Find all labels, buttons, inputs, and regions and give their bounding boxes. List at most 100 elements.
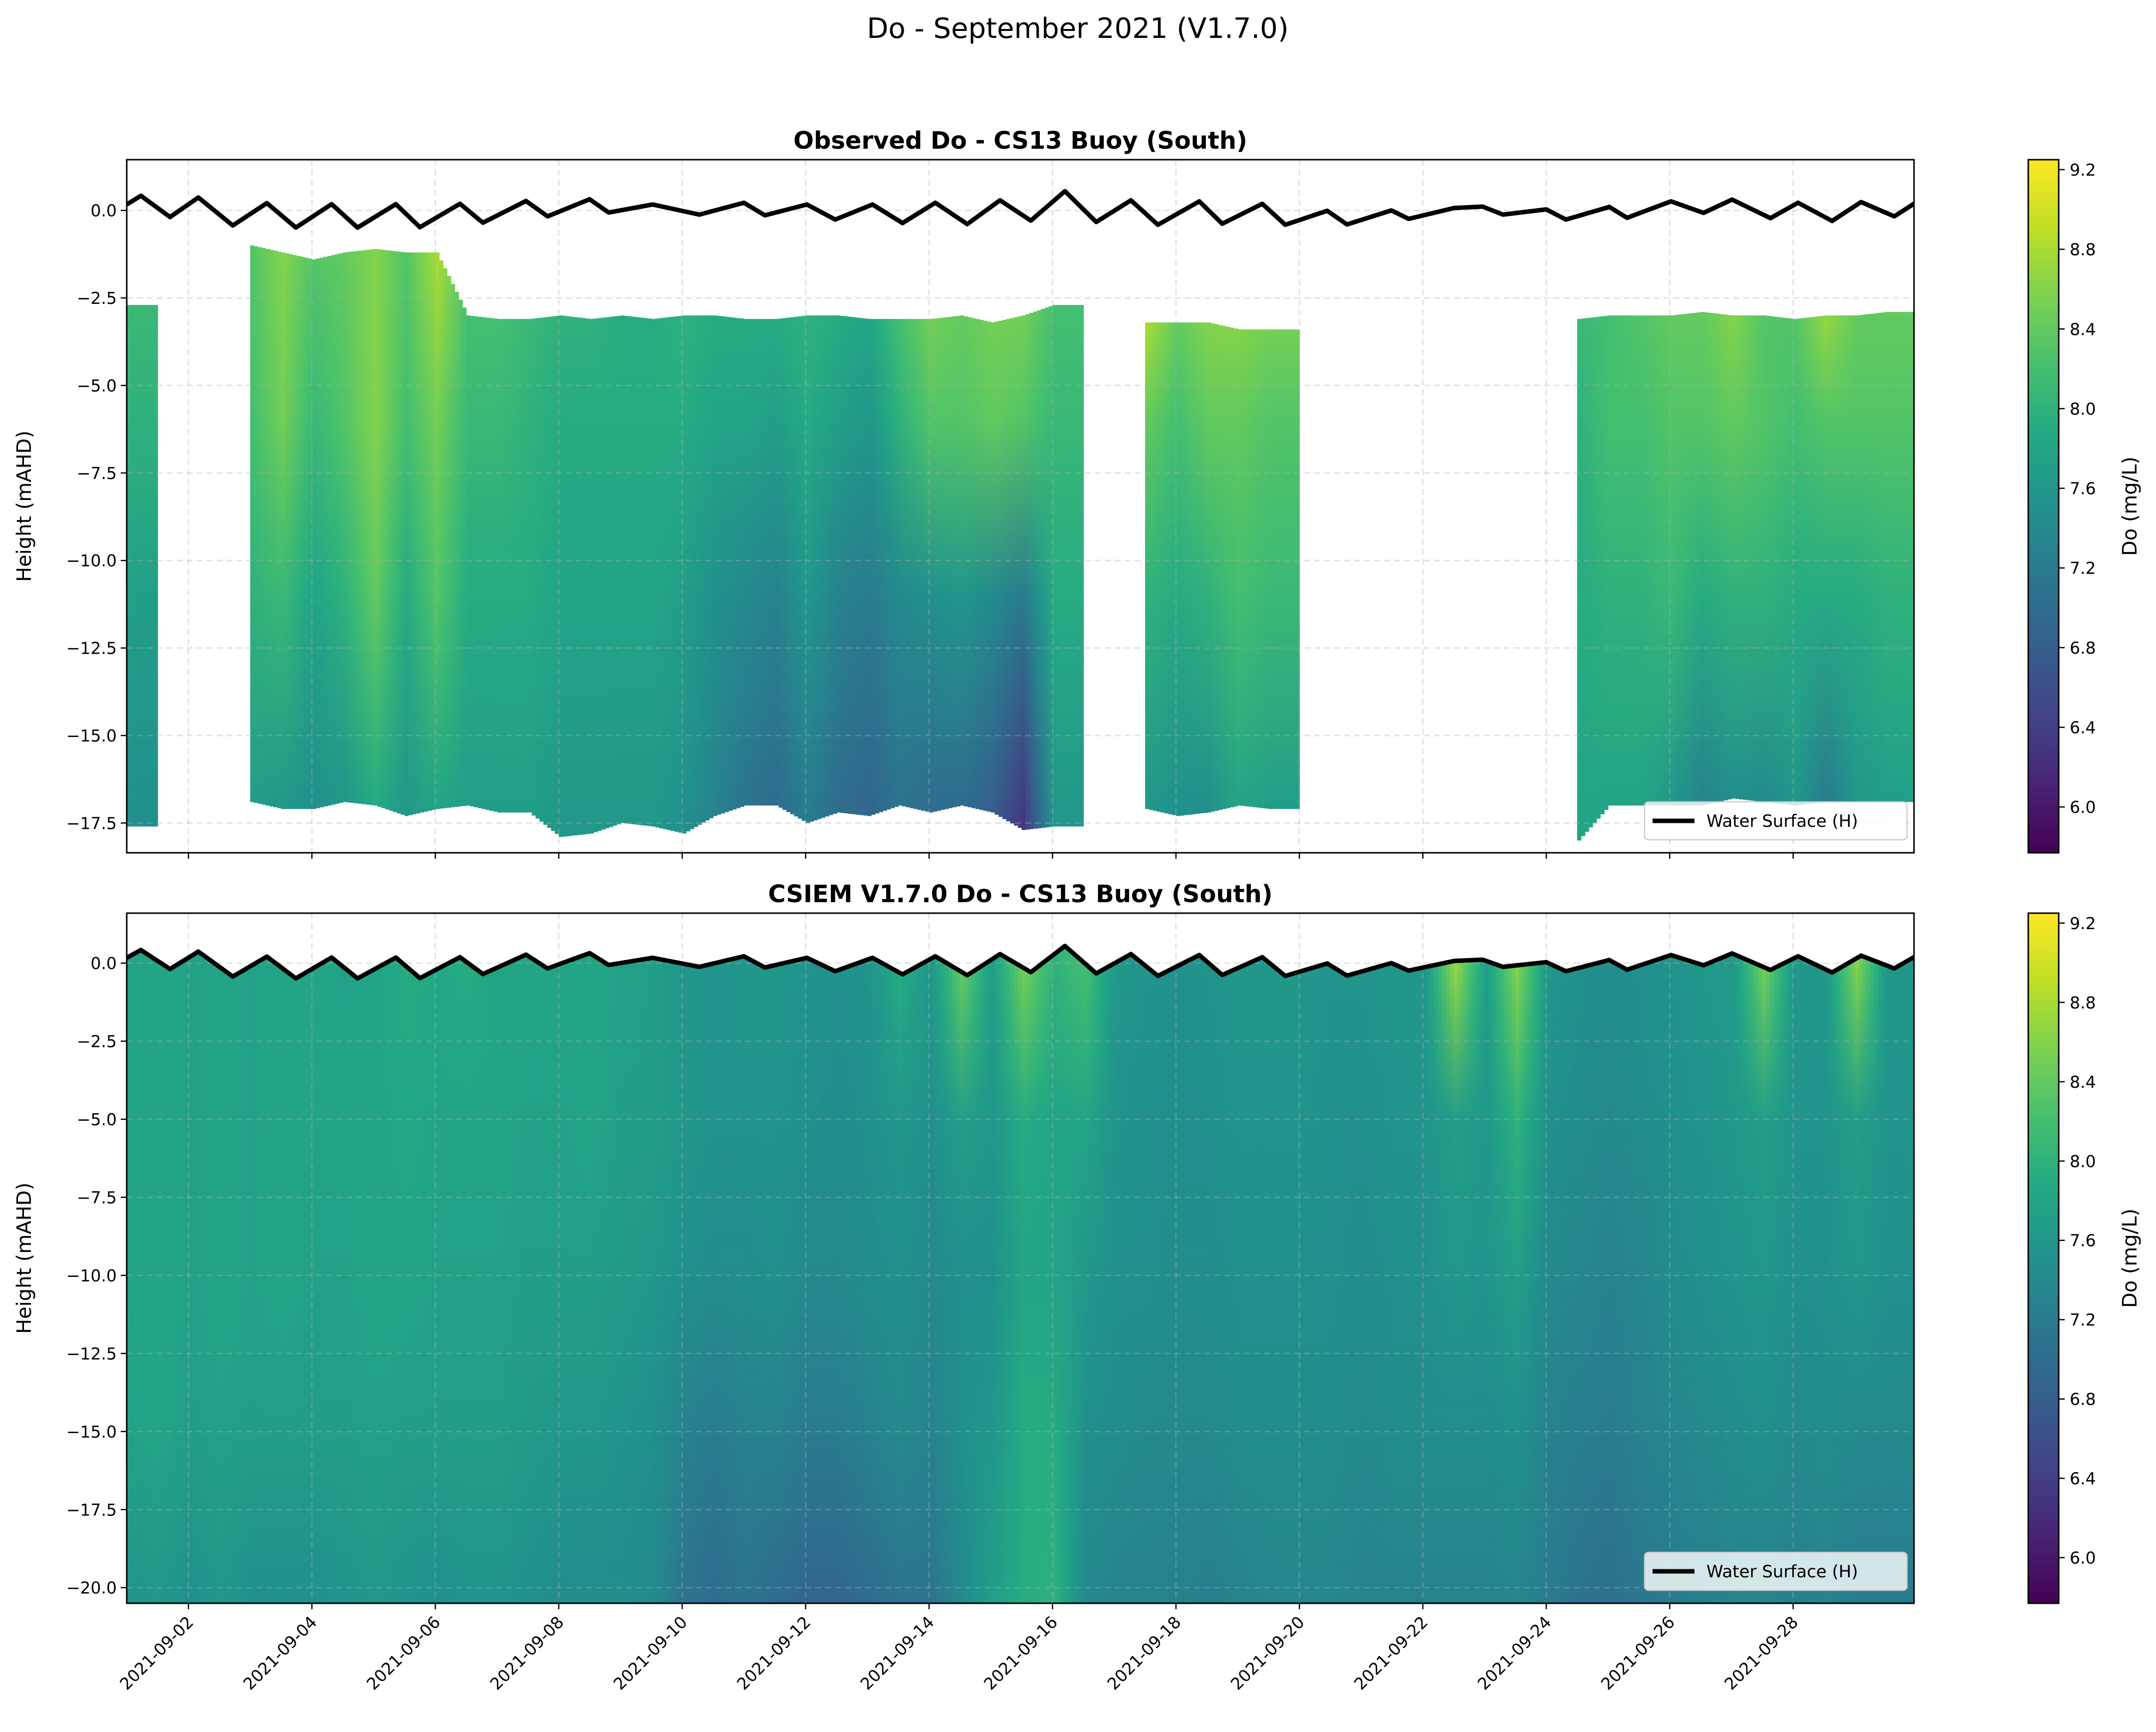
heatmap-cell: [1237, 329, 1242, 806]
heatmap-cell: [455, 291, 459, 807]
heatmap-cell: [312, 259, 316, 809]
heatmap-cell: [959, 315, 964, 806]
heatmap-cell: [1797, 318, 1802, 805]
heatmap-cell: [1199, 322, 1203, 814]
heatmap-cell: [358, 250, 363, 804]
heatmap-cell: [836, 315, 841, 813]
heatmap-cell: [925, 319, 930, 812]
heatmap-cell: [304, 257, 309, 809]
heatmap-cell: [1581, 318, 1586, 836]
heatmap-cell: [551, 316, 555, 831]
heatmap-cell: [1635, 315, 1640, 806]
heatmap-cell: [428, 252, 432, 811]
heatmap-cell: [1616, 315, 1620, 806]
heatmap-cell: [1735, 315, 1740, 799]
heatmap-cell: [1812, 316, 1817, 803]
heatmap-cell: [138, 305, 143, 827]
heatmap-cell: [1886, 312, 1890, 802]
y-tick-label: −15.0: [66, 726, 117, 745]
heatmap-cell: [1793, 319, 1798, 806]
heatmap-cell: [416, 252, 421, 814]
heatmap-cell: [1643, 315, 1647, 806]
heatmap-cell: [632, 316, 637, 825]
heatmap-cell: [1662, 315, 1667, 806]
heatmap-cell: [578, 317, 583, 835]
heatmap-cell: [331, 255, 336, 805]
heatmap-cell: [493, 318, 497, 812]
heatmap-cell: [1608, 315, 1613, 806]
heatmap-cell: [736, 318, 741, 808]
heatmap-cell: [701, 315, 706, 823]
heatmap-cell: [443, 268, 448, 808]
heatmap-cell: [805, 315, 810, 823]
heatmap-cell: [705, 315, 710, 821]
heatmap-cell: [400, 252, 405, 815]
heatmap-cell: [555, 316, 559, 834]
heatmap-cell: [1288, 329, 1292, 809]
heatmap-cell: [998, 320, 1003, 817]
heatmap-cell: [1596, 316, 1601, 819]
heatmap-cell: [890, 319, 895, 808]
heatmap-cell: [1824, 315, 1829, 802]
heatmap-cell: [1037, 310, 1042, 828]
heatmap-cell: [451, 284, 455, 807]
heatmap-cell: [755, 319, 760, 806]
heatmap-cell: [1230, 327, 1234, 807]
heatmap-cell: [288, 254, 293, 809]
heatmap-cell: [790, 317, 795, 814]
heatmap-cell: [975, 319, 980, 809]
heatmap-cell: [852, 317, 856, 814]
heatmap-cell: [643, 318, 648, 826]
heatmap-cell: [1017, 316, 1022, 828]
panel-title: Observed Do - CS13 Buoy (South): [793, 127, 1247, 155]
heatmap-cell: [597, 318, 602, 831]
heatmap-cell: [1646, 315, 1651, 806]
heatmap-cell: [879, 319, 884, 812]
heatmap-cell: [944, 317, 949, 809]
heatmap-cell: [1781, 317, 1786, 804]
heatmap-cell: [1014, 317, 1018, 826]
heatmap-cell: [470, 316, 475, 807]
colorbar-tick-label: 6.0: [2070, 797, 2096, 817]
heatmap-cell: [1052, 305, 1057, 827]
heatmap-cell: [1708, 312, 1713, 804]
heatmap-cell: [497, 319, 501, 813]
heatmap-cell: [1604, 316, 1609, 810]
heatmap-cell: [709, 315, 714, 818]
heatmap-cell: [1901, 312, 1906, 802]
heatmap-cell: [1214, 324, 1219, 811]
heatmap-cell: [389, 250, 394, 811]
heatmap-cell: [794, 316, 798, 817]
heatmap-cell: [1006, 319, 1011, 821]
heatmap-cell: [1674, 315, 1678, 806]
heatmap-cell: [613, 316, 617, 826]
heatmap-cell: [1700, 312, 1705, 806]
heatmap-cell: [558, 315, 563, 837]
heatmap-cell: [574, 317, 579, 835]
heatmap-cell: [1893, 312, 1898, 802]
heatmap-cell: [1268, 329, 1273, 809]
heatmap-cell: [150, 305, 154, 827]
y-tick-label: −5.0: [77, 376, 117, 395]
heatmap-cell: [1206, 322, 1211, 813]
y-tick-label: −7.5: [77, 464, 117, 483]
heatmap-cell: [1905, 312, 1910, 802]
heatmap-cell: [937, 318, 942, 811]
heatmap-cell: [859, 318, 864, 815]
heatmap-cell: [593, 318, 598, 832]
heatmap-cell: [948, 316, 953, 808]
heatmap-cell: [728, 317, 733, 811]
heatmap-cell: [528, 319, 532, 813]
heatmap-cell: [1592, 317, 1597, 823]
y-axis-label: Height (mAHD): [13, 431, 36, 582]
heatmap-cell: [547, 316, 552, 828]
heatmap-cell: [431, 252, 436, 810]
heatmap-cell: [782, 318, 787, 810]
heatmap-cell: [500, 319, 505, 813]
heatmap-cell: [1770, 316, 1774, 803]
heatmap-cell: [335, 254, 340, 804]
heatmap-cell: [1191, 322, 1196, 814]
heatmap-cell: [1033, 311, 1038, 829]
heatmap-cell: [682, 315, 687, 834]
legend-box: [1644, 801, 1908, 841]
